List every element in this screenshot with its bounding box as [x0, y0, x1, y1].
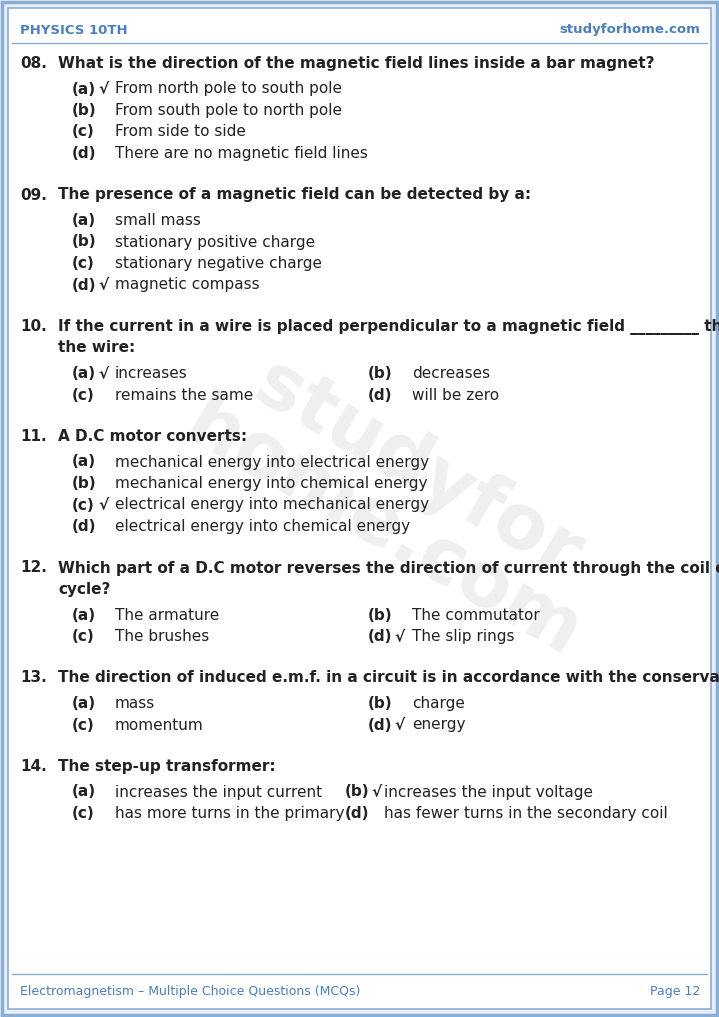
Text: energy: energy — [412, 718, 465, 732]
Text: (a): (a) — [72, 455, 96, 470]
Text: The commutator: The commutator — [412, 607, 540, 622]
Text: If the current in a wire is placed perpendicular to a magnetic field _________ t: If the current in a wire is placed perpe… — [58, 319, 719, 335]
Text: charge: charge — [412, 696, 465, 711]
Text: (d): (d) — [72, 519, 96, 534]
Text: 12.: 12. — [20, 560, 47, 576]
Text: decreases: decreases — [412, 366, 490, 381]
Text: electrical energy into mechanical energy: electrical energy into mechanical energy — [115, 497, 429, 513]
Text: PHYSICS 10TH: PHYSICS 10TH — [20, 23, 128, 37]
Text: What is the direction of the magnetic field lines inside a bar magnet?: What is the direction of the magnetic fi… — [58, 56, 654, 71]
Text: From south pole to north pole: From south pole to north pole — [115, 103, 342, 118]
Text: √: √ — [98, 366, 108, 381]
Text: √: √ — [98, 497, 108, 513]
Text: 14.: 14. — [20, 759, 47, 774]
Text: studyfor
home.com: studyfor home.com — [172, 326, 628, 673]
Text: 08.: 08. — [20, 56, 47, 71]
Text: (c): (c) — [72, 124, 95, 139]
Text: increases the input current: increases the input current — [115, 784, 322, 799]
Text: increases: increases — [115, 366, 188, 381]
Text: Which part of a D.C motor reverses the direction of current through the coil eve: Which part of a D.C motor reverses the d… — [58, 560, 719, 576]
Text: A D.C motor converts:: A D.C motor converts: — [58, 429, 247, 444]
Text: (a): (a) — [72, 213, 96, 228]
Text: mechanical energy into electrical energy: mechanical energy into electrical energy — [115, 455, 429, 470]
Text: (b): (b) — [72, 476, 96, 491]
Text: (c): (c) — [72, 806, 95, 821]
Text: The presence of a magnetic field can be detected by a:: The presence of a magnetic field can be … — [58, 187, 531, 202]
Text: magnetic compass: magnetic compass — [115, 278, 260, 293]
Text: (a): (a) — [72, 81, 96, 97]
Text: (c): (c) — [72, 497, 95, 513]
Text: has fewer turns in the secondary coil: has fewer turns in the secondary coil — [384, 806, 668, 821]
Text: (b): (b) — [368, 607, 393, 622]
Text: (a): (a) — [72, 696, 96, 711]
Text: (d): (d) — [72, 278, 96, 293]
Text: The step-up transformer:: The step-up transformer: — [58, 759, 275, 774]
Text: (c): (c) — [72, 256, 95, 271]
Text: (c): (c) — [72, 718, 95, 732]
Text: (a): (a) — [72, 784, 96, 799]
Text: (d): (d) — [368, 629, 393, 644]
Text: Electromagnetism – Multiple Choice Questions (MCQs): Electromagnetism – Multiple Choice Quest… — [20, 985, 360, 999]
Text: the wire:: the wire: — [58, 341, 135, 356]
Text: From north pole to south pole: From north pole to south pole — [115, 81, 342, 97]
Text: (a): (a) — [72, 607, 96, 622]
Text: The slip rings: The slip rings — [412, 629, 515, 644]
Text: √: √ — [394, 629, 404, 644]
Text: will be zero: will be zero — [412, 387, 499, 403]
Text: (d): (d) — [368, 387, 393, 403]
Text: √: √ — [371, 784, 381, 799]
Text: (d): (d) — [72, 146, 96, 161]
Text: cycle?: cycle? — [58, 582, 111, 597]
Text: Page 12: Page 12 — [650, 985, 700, 999]
Text: (d): (d) — [345, 806, 370, 821]
Text: stationary positive charge: stationary positive charge — [115, 235, 315, 249]
Text: (b): (b) — [368, 696, 393, 711]
Text: The armature: The armature — [115, 607, 219, 622]
Text: 09.: 09. — [20, 187, 47, 202]
Text: There are no magnetic field lines: There are no magnetic field lines — [115, 146, 368, 161]
Text: remains the same: remains the same — [115, 387, 253, 403]
Text: increases the input voltage: increases the input voltage — [384, 784, 593, 799]
Text: mass: mass — [115, 696, 155, 711]
Text: (d): (d) — [368, 718, 393, 732]
Text: electrical energy into chemical energy: electrical energy into chemical energy — [115, 519, 410, 534]
Text: 11.: 11. — [20, 429, 47, 444]
Text: (b): (b) — [345, 784, 370, 799]
Text: (b): (b) — [72, 235, 96, 249]
Text: momentum: momentum — [115, 718, 203, 732]
Text: √: √ — [394, 718, 404, 732]
Text: (c): (c) — [72, 387, 95, 403]
Text: √: √ — [98, 81, 108, 97]
Text: small mass: small mass — [115, 213, 201, 228]
Text: 10.: 10. — [20, 319, 47, 334]
Text: (c): (c) — [72, 629, 95, 644]
Text: mechanical energy into chemical energy: mechanical energy into chemical energy — [115, 476, 428, 491]
Text: (b): (b) — [368, 366, 393, 381]
Text: (a): (a) — [72, 366, 96, 381]
Text: √: √ — [98, 278, 108, 293]
Text: From side to side: From side to side — [115, 124, 246, 139]
Text: has more turns in the primary: has more turns in the primary — [115, 806, 344, 821]
Text: stationary negative charge: stationary negative charge — [115, 256, 322, 271]
Text: The direction of induced e.m.f. in a circuit is in accordance with the conservat: The direction of induced e.m.f. in a cir… — [58, 670, 719, 685]
Text: studyforhome.com: studyforhome.com — [559, 23, 700, 37]
Text: The brushes: The brushes — [115, 629, 209, 644]
Text: (b): (b) — [72, 103, 96, 118]
Text: 13.: 13. — [20, 670, 47, 685]
